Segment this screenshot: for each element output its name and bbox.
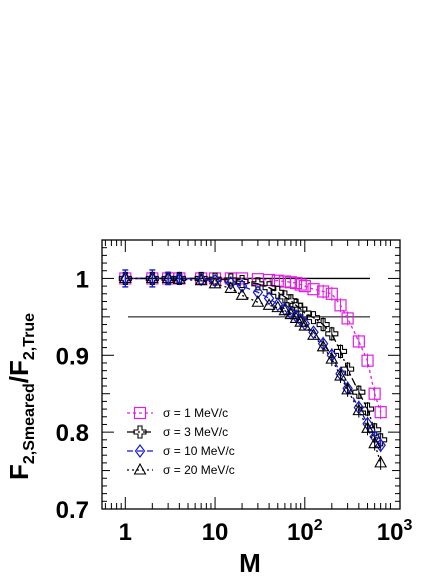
marker-triangle (368, 436, 382, 449)
x-tick-label: 10 (202, 519, 229, 546)
marker-square (262, 273, 276, 287)
low-mass-error-bars (122, 269, 183, 288)
marker-square (361, 354, 374, 367)
marker-diamond (134, 444, 146, 458)
x-tick-exponent: 3 (403, 517, 412, 534)
marker-triangle (172, 272, 186, 284)
marker-diamond (263, 291, 275, 306)
series-line (125, 277, 382, 464)
legend-label: σ = 10 MeV/c (163, 444, 235, 458)
marker-diamond (174, 271, 185, 286)
marker-cross (235, 274, 249, 289)
marker-square (307, 283, 320, 296)
marker-cross (133, 425, 147, 439)
marker-triangle (289, 311, 303, 323)
marker-cross (316, 317, 330, 332)
marker-cross (360, 402, 375, 416)
y-tick-label: 0.8 (56, 420, 89, 447)
marker-square (352, 335, 365, 348)
marker-diamond (272, 297, 284, 312)
marker-triangle (208, 276, 222, 289)
x-axis-label: M (239, 548, 261, 576)
marker-diamond (209, 273, 221, 288)
marker-triangle (262, 298, 276, 310)
marker-triangle (133, 462, 147, 475)
series-line (125, 277, 382, 446)
y-tick-label: 0.9 (56, 343, 89, 370)
marker-cross (262, 281, 276, 295)
x-tick-label: 1 (119, 519, 132, 546)
marker-triangle (271, 300, 285, 313)
legend-item: σ = 10 MeV/c (127, 444, 235, 458)
marker-cross (306, 311, 321, 325)
marker-cross (333, 344, 348, 358)
y-label-sub2: 2,True (21, 313, 38, 360)
marker-diamond (236, 279, 248, 294)
marker-square (298, 280, 311, 293)
marker-diamond (252, 285, 264, 300)
marker-square (317, 285, 330, 298)
marker-triangle (341, 382, 355, 395)
marker-triangle (298, 318, 312, 331)
marker-triangle (278, 303, 292, 316)
marker-triangle (334, 368, 347, 381)
marker-cross (271, 285, 285, 299)
marker-square (294, 278, 307, 291)
y-label-main: F (4, 464, 34, 480)
legend-label: σ = 20 MeV/c (163, 463, 235, 477)
plot-frame (101, 239, 401, 510)
tick-labels: 1 10 102 103 0.7 0.8 0.9 1 (56, 266, 413, 546)
marker-square (341, 312, 354, 325)
marker-square (290, 276, 303, 290)
legend: σ = 1 MeV/c σ = 3 MeV/c σ = 10 MeV/c σ = 20… (127, 406, 235, 477)
marker-cross (325, 327, 339, 341)
marker-triangle (361, 421, 374, 433)
legend-item: σ = 3 MeV/c (127, 425, 228, 439)
marker-cross (298, 306, 312, 320)
series-4 (118, 271, 388, 470)
marker-triangle (235, 288, 249, 300)
y-tick-label: 1 (76, 266, 89, 293)
marker-triangle (224, 281, 238, 293)
marker-square (325, 287, 338, 300)
marker-triangle (352, 403, 366, 416)
legend-label: σ = 1 MeV/c (163, 406, 228, 420)
y-axis-label: F2,Smeared/F2,True (4, 313, 38, 480)
y-label-sub1: 2,Smeared (21, 383, 38, 464)
legend-item: σ = 1 MeV/c (127, 406, 228, 420)
marker-square (334, 299, 347, 312)
marker-triangle (325, 351, 339, 364)
legend-item: σ = 20 MeV/c (127, 462, 235, 477)
y-tick-label: 0.7 (56, 497, 89, 524)
marker-triangle (284, 307, 298, 320)
marker-cross (284, 294, 298, 308)
marker-triangle (294, 315, 308, 327)
marker-triangle (374, 455, 388, 468)
marker-cross (341, 362, 355, 376)
marker-square (374, 406, 387, 419)
legend-label: σ = 3 MeV/c (163, 425, 228, 439)
series-2 (118, 271, 388, 447)
marker-triangle (251, 295, 265, 307)
x-tick-exponent: 2 (314, 517, 323, 534)
x-tick-label: 103 (377, 517, 413, 546)
marker-cross (352, 385, 366, 399)
marker-triangle (316, 339, 330, 352)
series-1 (119, 272, 387, 420)
y-label-slash: /F (4, 360, 34, 383)
x-tick-label: 102 (287, 517, 323, 546)
marker-square (133, 406, 147, 420)
marker-square (368, 387, 381, 400)
marker-triangle (307, 328, 320, 340)
data-series (118, 269, 388, 470)
axis-ticks (102, 239, 400, 510)
marker-triangle (194, 273, 208, 286)
